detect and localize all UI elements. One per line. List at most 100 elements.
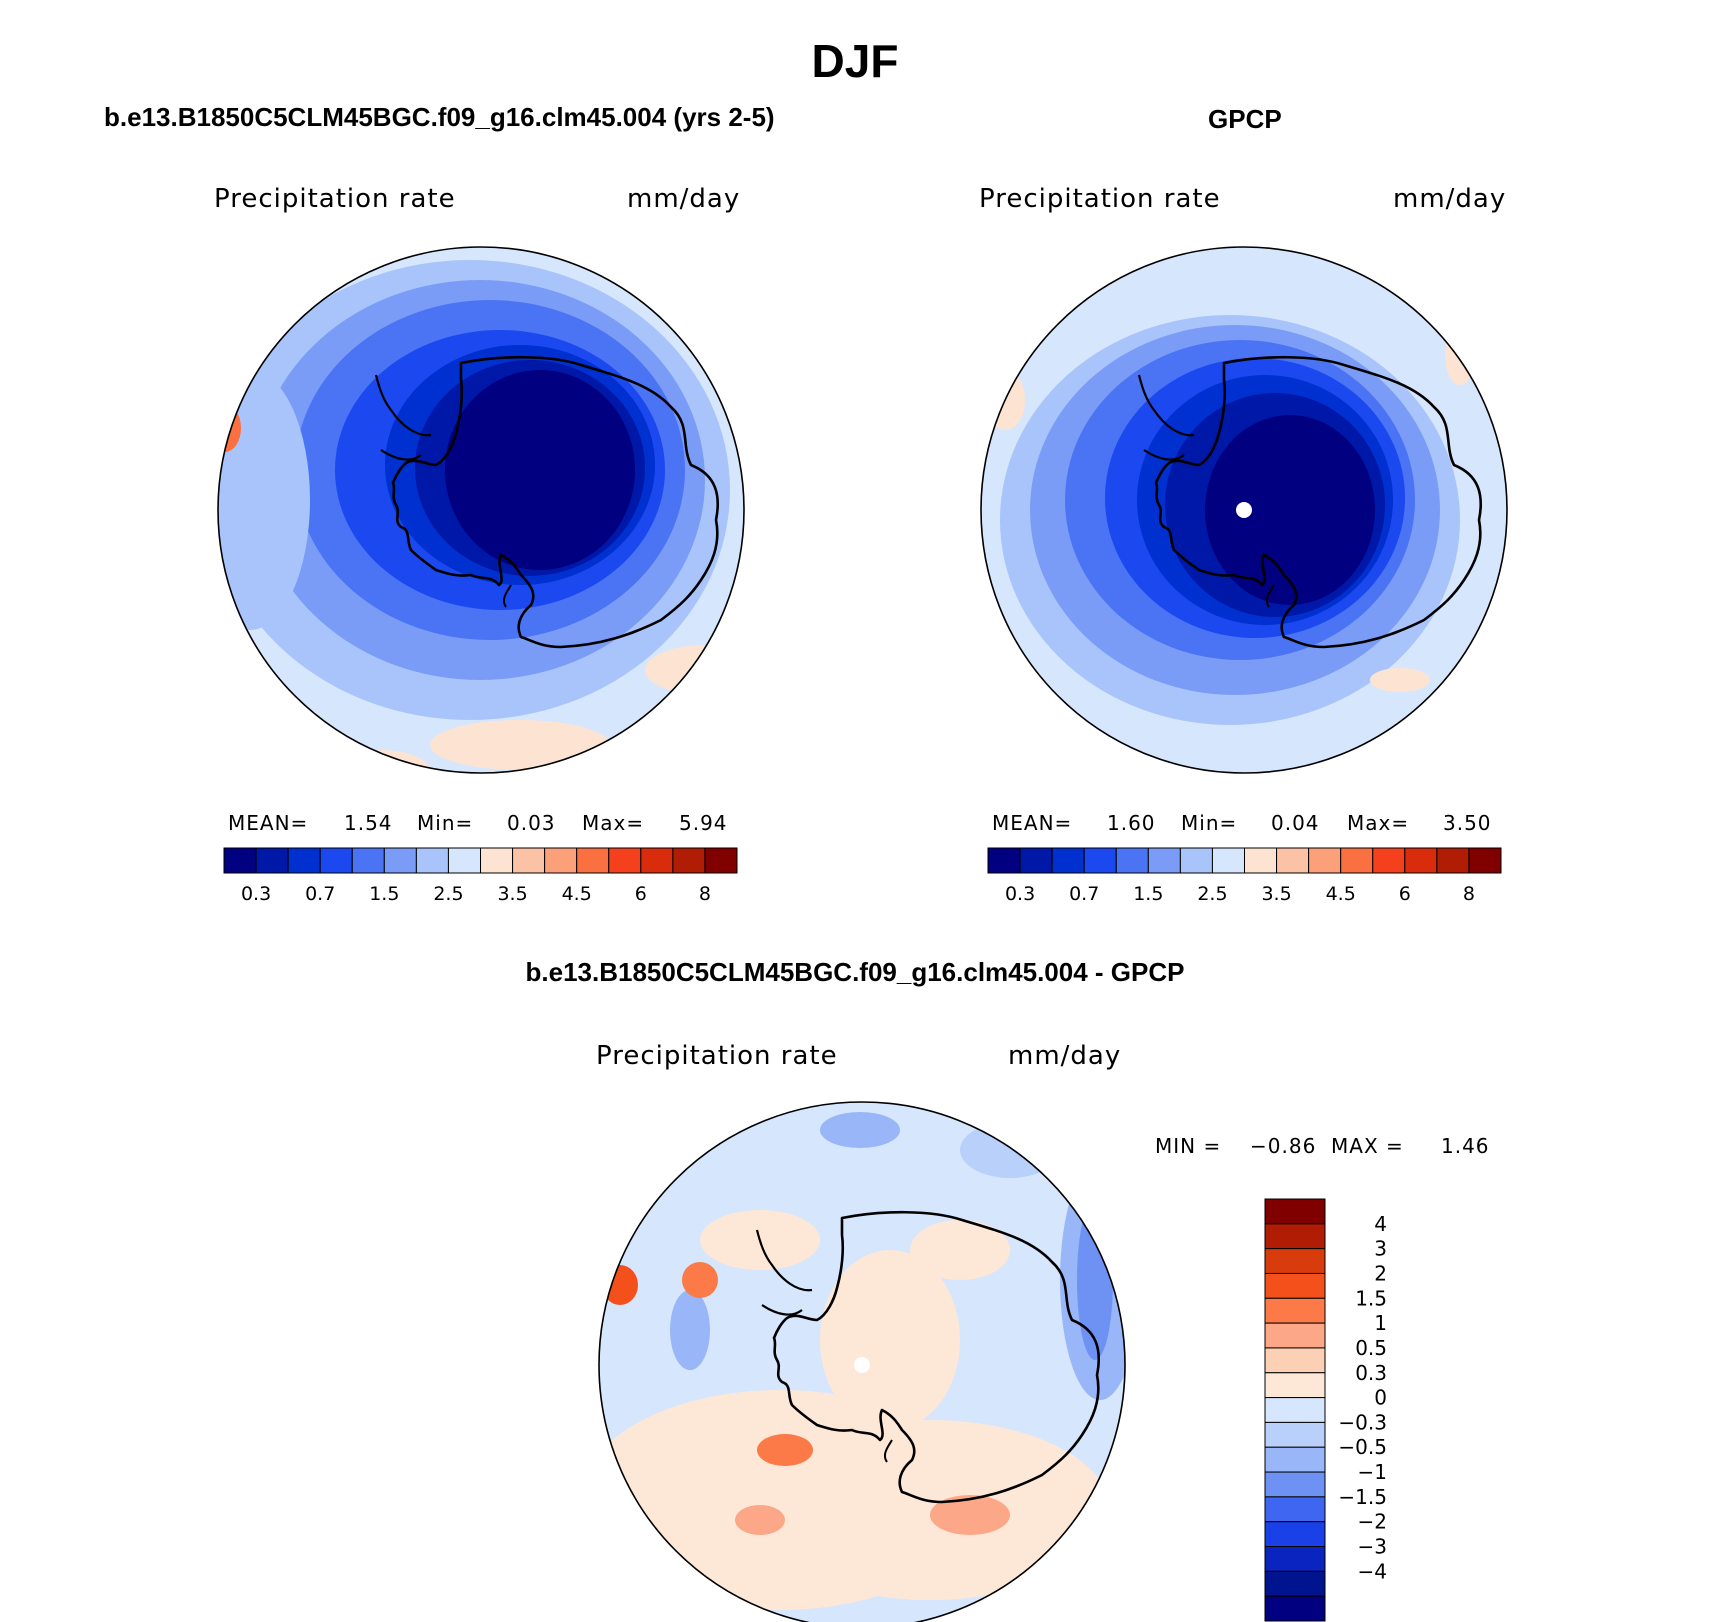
colorbar-obs-tick-label: 1.5 xyxy=(1133,883,1163,905)
colorbar-diff-tick-label: −3 xyxy=(1358,1535,1387,1559)
colorbar-model-tick-label: 6 xyxy=(635,883,647,905)
stats-max-label-obs: Max= xyxy=(1347,811,1410,835)
diff-max-label: MAX = xyxy=(1331,1134,1404,1158)
colorbar-obs-swatch xyxy=(1147,847,1181,874)
stats-min-label-model: Min= xyxy=(417,811,474,835)
colorbar-obs-tick-label: 2.5 xyxy=(1197,883,1227,905)
colorbar-obs-tick-label: 4.5 xyxy=(1326,883,1356,905)
colorbar-diff-tick-label: 1.5 xyxy=(1355,1286,1387,1310)
diff-max-value: 1.46 xyxy=(1441,1134,1490,1158)
panel-title-obs: GPCP xyxy=(1208,104,1282,134)
colorbar-obs-swatch xyxy=(1372,847,1406,874)
colorbar-diff-swatch xyxy=(1264,1521,1326,1548)
panel-title-diff: b.e13.B1850C5CLM45BGC.f09_g16.clm45.004 … xyxy=(525,957,1185,987)
stats-mean-model: 1.54 xyxy=(344,811,393,835)
colorbar-diff-swatch xyxy=(1264,1372,1326,1399)
colorbar-diff-tick-label: 2 xyxy=(1374,1261,1387,1285)
colorbar-model-tick-label: 4.5 xyxy=(562,883,592,905)
colorbar-obs-swatch xyxy=(1051,847,1085,874)
colorbar-obs-tick-label: 6 xyxy=(1399,883,1411,905)
colorbar-model-swatch xyxy=(704,847,738,874)
colorbar-model-swatch xyxy=(480,847,514,874)
colorbar-diff-tick-label: −0.5 xyxy=(1338,1435,1387,1459)
colorbar-model-swatch xyxy=(255,847,289,874)
colorbar-model-swatch xyxy=(608,847,642,874)
colorbar-obs-swatch xyxy=(1404,847,1438,874)
stats-max-obs: 3.50 xyxy=(1443,811,1492,835)
colorbar-obs-swatch xyxy=(1468,847,1502,874)
stats-max-label-model: Max= xyxy=(582,811,645,835)
colorbar-obs-tick-label: 8 xyxy=(1463,883,1475,905)
colorbar-diff-swatch xyxy=(1264,1297,1326,1324)
colorbar-obs-tick-label: 0.3 xyxy=(1005,883,1035,905)
colorbar-diff-swatch xyxy=(1264,1347,1326,1374)
colorbar-obs-swatch xyxy=(1244,847,1278,874)
colorbar-model-swatch xyxy=(351,847,385,874)
units-label-obs: mm/day xyxy=(1393,184,1507,214)
stats-min-obs: 0.04 xyxy=(1271,811,1320,835)
colorbar-obs-swatch xyxy=(1019,847,1053,874)
variable-label-obs: Precipitation rate xyxy=(979,184,1221,214)
diff-min-label: MIN = xyxy=(1155,1134,1222,1158)
stats-min-label-obs: Min= xyxy=(1181,811,1238,835)
colorbar-model-tick-label: 3.5 xyxy=(497,883,527,905)
colorbar-model-swatch xyxy=(287,847,321,874)
colorbar-diff-swatch xyxy=(1264,1570,1326,1597)
colorbar-obs-swatch xyxy=(1211,847,1245,874)
colorbar-diff-swatch xyxy=(1264,1546,1326,1572)
colorbar-obs-swatch xyxy=(1179,847,1213,874)
stats-mean-label-obs: MEAN= xyxy=(992,811,1073,835)
stats-max-model: 5.94 xyxy=(679,811,728,835)
colorbar-diff-tick-label: 3 xyxy=(1374,1237,1387,1261)
colorbar-model-swatch xyxy=(415,847,449,874)
colorbar-diff-swatch xyxy=(1264,1223,1326,1250)
map-border-model xyxy=(217,246,745,774)
colorbar-diff-tick-label: 1 xyxy=(1374,1311,1387,1335)
diff-min-value: −0.86 xyxy=(1250,1134,1317,1158)
colorbar-model-swatch xyxy=(512,847,546,874)
colorbar-diff-tick-label: −1.5 xyxy=(1338,1485,1387,1509)
colorbar-obs-swatch xyxy=(1340,847,1374,874)
colorbar-obs-swatch xyxy=(1436,847,1470,874)
colorbar-diff-swatch xyxy=(1264,1198,1326,1225)
colorbar-obs-swatch xyxy=(1276,847,1310,874)
colorbar-model-swatch xyxy=(640,847,674,874)
colorbar-diff-swatch xyxy=(1264,1248,1326,1274)
colorbar-diff-swatch xyxy=(1264,1446,1326,1473)
variable-label-model: Precipitation rate xyxy=(214,184,456,214)
stats-mean-obs: 1.60 xyxy=(1107,811,1156,835)
colorbar-diff-tick-label: 4 xyxy=(1374,1212,1387,1236)
colorbar-obs-swatch xyxy=(1083,847,1117,874)
colorbar-model-swatch xyxy=(576,847,610,874)
colorbar-obs-swatch xyxy=(987,847,1021,874)
colorbar-obs-tick-label: 0.7 xyxy=(1069,883,1099,905)
map-obs xyxy=(981,247,1507,773)
colorbar-model-tick-label: 1.5 xyxy=(369,883,399,905)
stats-min-model: 0.03 xyxy=(507,811,556,835)
colorbar-model-swatch xyxy=(672,847,706,874)
colorbar-diff-swatch xyxy=(1264,1322,1326,1349)
colorbar-diff-swatch xyxy=(1264,1397,1326,1423)
colorbar-diff-tick-label: 0.3 xyxy=(1355,1361,1387,1385)
colorbar-diff-swatch xyxy=(1264,1595,1326,1622)
colorbar-model-swatch xyxy=(319,847,353,874)
stats-mean-label-model: MEAN= xyxy=(228,811,309,835)
colorbar-diff-tick-label: −2 xyxy=(1358,1510,1387,1534)
colorbar-obs: 0.3 0.7 1.5 2.5 3.5 4.5 6 8 xyxy=(987,847,1502,905)
colorbar-model: 0.3 0.7 1.5 2.5 3.5 4.5 6 8 xyxy=(223,847,738,905)
colorbar-diff-tick-label: −4 xyxy=(1358,1559,1387,1583)
colorbar-obs-swatch xyxy=(1308,847,1342,874)
panel-title-model: b.e13.B1850C5CLM45BGC.f09_g16.clm45.004 … xyxy=(104,102,775,132)
colorbar-obs-swatch xyxy=(1115,847,1149,874)
colorbar-model-tick-label: 2.5 xyxy=(433,883,463,905)
units-label-diff: mm/day xyxy=(1008,1041,1122,1071)
colorbar-diff-swatch xyxy=(1264,1496,1326,1523)
colorbar-model-swatch xyxy=(223,847,257,874)
units-label-model: mm/day xyxy=(627,184,741,214)
map-model xyxy=(218,247,744,773)
map-border-diff xyxy=(598,1101,1126,1622)
colorbar-model-swatch xyxy=(544,847,578,874)
colorbar-diff-tick-label: 0.5 xyxy=(1355,1336,1387,1360)
colorbar-model-tick-label: 0.7 xyxy=(305,883,335,905)
